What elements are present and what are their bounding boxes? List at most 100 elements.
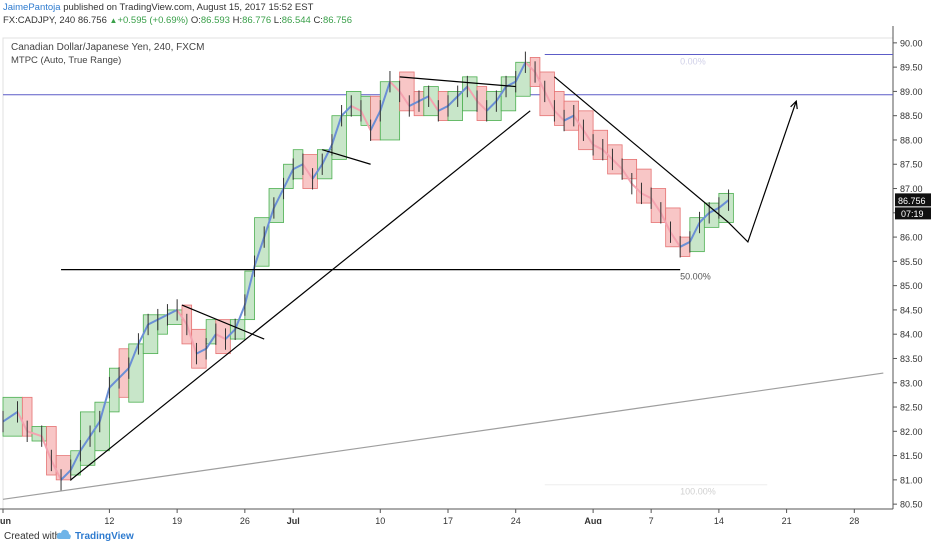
up-brick — [229, 319, 246, 340]
price-path-segment — [185, 324, 198, 354]
price-path-segment — [253, 236, 266, 267]
price-path-segment — [60, 469, 72, 481]
y-tick-label: 89.00 — [900, 87, 923, 97]
x-tick-label: 24 — [511, 516, 521, 524]
x-tick-label: 21 — [782, 516, 792, 524]
down-brick — [607, 144, 623, 175]
price-path-segment — [108, 377, 120, 389]
x-tick-label: 12 — [104, 516, 114, 524]
price-path-segment — [272, 188, 285, 209]
price-path-segment — [50, 459, 62, 481]
quote-line: FX:CADJPY, 240 86.756 ▲+0.595 (+0.69%) O… — [3, 14, 352, 27]
trend-line — [322, 149, 371, 165]
high-label: H: — [232, 15, 243, 26]
price-path-segment — [621, 168, 633, 185]
price-path-segment — [330, 115, 343, 146]
x-tick-label: 19 — [172, 516, 182, 524]
tradingview-brand[interactable]: TradingView — [75, 531, 134, 542]
y-tick-label: 87.00 — [900, 184, 923, 194]
price-path-segment — [69, 450, 82, 471]
publish-line: JaimePantoja published on TradingView.co… — [3, 1, 313, 14]
price-path-segment — [98, 387, 111, 422]
price-path-segment — [379, 81, 391, 112]
price-path-segment — [679, 241, 691, 248]
up-brick — [94, 401, 110, 452]
open-label: O: — [190, 15, 201, 26]
price-path-segment — [16, 411, 29, 432]
indicator-label: MTPC (Auto, True Range) — [11, 55, 121, 66]
y-tick-label: 83.00 — [900, 378, 923, 388]
up-brick — [447, 91, 463, 121]
down-brick — [636, 168, 652, 204]
price-path-segment — [659, 212, 672, 233]
symbol-label[interactable]: FX:CADJPY, 240 — [3, 15, 76, 26]
y-tick-label: 88.00 — [900, 135, 923, 145]
trend-line — [554, 76, 729, 223]
fib-100-label: 100.00% — [680, 487, 716, 497]
last-price-box — [895, 193, 931, 207]
price-path-segment — [718, 199, 730, 209]
chart-footer: Created with TradingView — [0, 524, 932, 550]
down-brick — [665, 207, 681, 248]
price-path-segment — [592, 143, 604, 151]
price-path-segment — [524, 61, 536, 73]
fib-0-label: 0.00% — [680, 57, 706, 67]
x-tick-label: 26 — [240, 516, 250, 524]
price-path-segment — [582, 129, 594, 146]
price-path-segment — [176, 309, 188, 326]
price-path-segment — [196, 347, 207, 355]
down-brick — [578, 110, 594, 151]
price-path-segment — [534, 71, 546, 92]
price-path-segment — [669, 231, 682, 248]
price-path-segment — [553, 110, 565, 122]
price-path-segment — [456, 85, 469, 97]
price-path-segment — [631, 182, 643, 195]
x-tick-label: 14 — [714, 516, 724, 524]
price-path-segment — [118, 367, 130, 379]
projection-path — [728, 100, 797, 244]
price-path-segment — [263, 207, 275, 238]
price-chart[interactable]: 90.0089.5089.0088.5088.0087.5087.0086.50… — [0, 26, 932, 524]
y-tick-label: 83.50 — [900, 354, 923, 364]
close-label: C: — [313, 15, 323, 26]
arrowhead-icon — [790, 99, 798, 110]
y-tick-label: 88.50 — [900, 111, 923, 121]
price-path-segment — [26, 430, 43, 438]
price-path-segment — [389, 80, 401, 93]
trend-line — [2, 372, 884, 500]
y-tick-label: 84.00 — [900, 330, 923, 340]
countdown-box — [895, 207, 931, 220]
x-tick-label: 7 — [649, 516, 654, 524]
price-path-segment — [476, 100, 488, 112]
price-path-segment — [688, 222, 701, 243]
y-tick-label: 81.00 — [900, 475, 923, 485]
price-path-segment — [302, 163, 314, 180]
trend-line — [181, 304, 265, 340]
y-tick-label: 85.00 — [900, 281, 923, 291]
down-brick — [563, 100, 579, 131]
price-path-segment — [418, 95, 430, 103]
price-path-segment — [127, 343, 140, 369]
down-brick — [621, 158, 638, 180]
last-price: 86.756 — [77, 15, 107, 26]
y-tick-label: 80.50 — [900, 500, 923, 510]
price-change: +0.595 (+0.69%) — [117, 15, 189, 26]
price-path-segment — [40, 435, 53, 461]
price-path-segment — [641, 192, 652, 200]
x-tick-label: 10 — [375, 516, 385, 524]
price-path-segment — [89, 421, 101, 437]
price-path-segment — [437, 105, 449, 112]
price-path-segment — [360, 110, 372, 131]
price-path-segment — [398, 90, 411, 107]
price-path-segment — [79, 435, 91, 452]
x-tick-label: Jul — [287, 516, 300, 524]
up-brick — [346, 91, 362, 117]
price-path-segment — [215, 333, 226, 340]
down-brick — [370, 95, 381, 141]
up-brick — [317, 149, 333, 180]
price-path-segment — [572, 115, 585, 131]
x-tick-label: 28 — [849, 516, 859, 524]
author-link[interactable]: JaimePantoja — [3, 2, 61, 13]
price-path-segment — [340, 105, 352, 117]
price-path-segment — [408, 100, 420, 107]
